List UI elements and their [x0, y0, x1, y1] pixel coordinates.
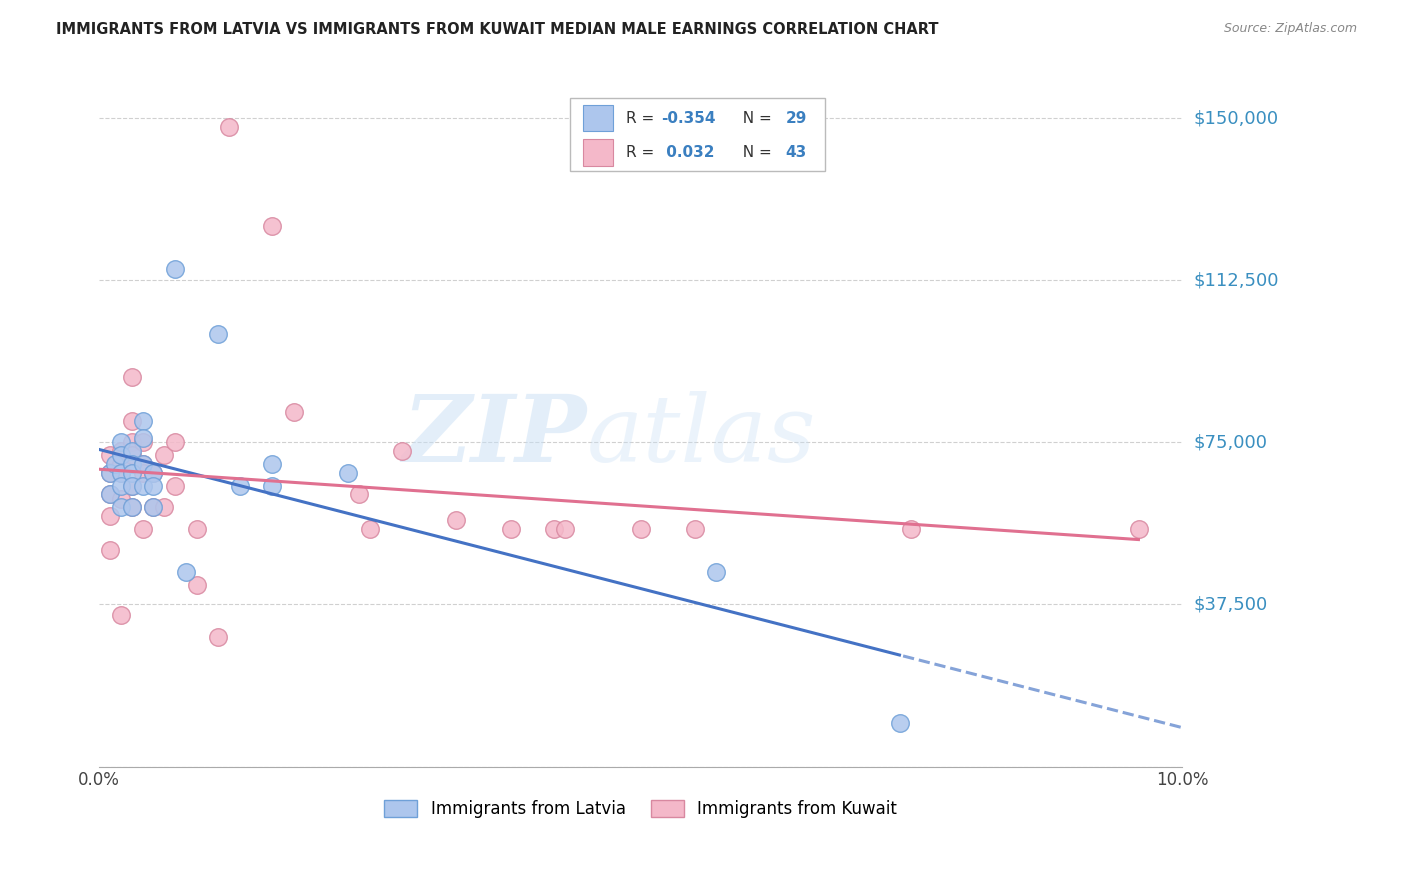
Point	[142, 500, 165, 515]
Point	[121, 448, 143, 462]
Point	[131, 414, 153, 428]
Text: N =: N =	[733, 111, 776, 126]
Point	[131, 457, 153, 471]
Point	[110, 457, 132, 471]
Point	[98, 466, 121, 480]
Point	[262, 457, 284, 471]
Point	[347, 487, 370, 501]
Point	[153, 500, 176, 515]
Point	[121, 444, 143, 458]
Point	[262, 478, 284, 492]
Point	[110, 466, 132, 480]
Text: $150,000: $150,000	[1194, 109, 1278, 127]
Point	[98, 448, 121, 462]
Point	[98, 508, 121, 523]
Point	[142, 466, 165, 480]
Point	[630, 522, 652, 536]
Point	[110, 444, 132, 458]
Point	[121, 500, 143, 515]
Text: 29: 29	[786, 111, 807, 126]
FancyBboxPatch shape	[571, 98, 824, 171]
Text: 0.032: 0.032	[661, 145, 714, 161]
Point	[153, 448, 176, 462]
Point	[163, 478, 186, 492]
Point	[131, 522, 153, 536]
Text: $37,500: $37,500	[1194, 596, 1267, 614]
Point	[98, 466, 121, 480]
Point	[121, 478, 143, 492]
Point	[98, 487, 121, 501]
Text: R =: R =	[627, 145, 659, 161]
Point	[110, 448, 132, 462]
Point	[110, 491, 132, 506]
Point	[337, 466, 360, 480]
Text: N =: N =	[733, 145, 776, 161]
Text: ZIP: ZIP	[402, 392, 586, 482]
Point	[186, 578, 208, 592]
Point	[121, 457, 143, 471]
Text: 43: 43	[786, 145, 807, 161]
Text: -0.354: -0.354	[661, 111, 716, 126]
Text: Source: ZipAtlas.com: Source: ZipAtlas.com	[1223, 22, 1357, 36]
Point	[554, 522, 576, 536]
Point	[543, 522, 565, 536]
Point	[131, 478, 153, 492]
Point	[142, 500, 165, 515]
Point	[110, 500, 132, 515]
Point	[131, 457, 153, 471]
Point	[110, 608, 132, 623]
Legend: Immigrants from Latvia, Immigrants from Kuwait: Immigrants from Latvia, Immigrants from …	[377, 794, 904, 825]
Point	[207, 327, 229, 342]
Point	[121, 435, 143, 450]
Point	[229, 478, 252, 492]
Point	[499, 522, 522, 536]
Point	[683, 522, 706, 536]
Text: atlas: atlas	[586, 392, 815, 482]
Point	[1128, 522, 1150, 536]
Point	[174, 565, 197, 579]
Text: IMMIGRANTS FROM LATVIA VS IMMIGRANTS FROM KUWAIT MEDIAN MALE EARNINGS CORRELATIO: IMMIGRANTS FROM LATVIA VS IMMIGRANTS FRO…	[56, 22, 939, 37]
Text: $75,000: $75,000	[1194, 434, 1267, 451]
Point	[218, 120, 240, 134]
Text: R =: R =	[627, 111, 659, 126]
Point	[186, 522, 208, 536]
Point	[131, 466, 153, 480]
FancyBboxPatch shape	[583, 139, 613, 166]
Point	[163, 435, 186, 450]
Point	[262, 219, 284, 234]
FancyBboxPatch shape	[583, 104, 613, 131]
Point	[98, 543, 121, 558]
Text: $112,500: $112,500	[1194, 271, 1278, 289]
Point	[110, 435, 132, 450]
Point	[142, 466, 165, 480]
Point	[110, 478, 132, 492]
Point	[98, 487, 121, 501]
Point	[104, 457, 127, 471]
Point	[704, 565, 727, 579]
Point	[283, 405, 305, 419]
Point	[131, 435, 153, 450]
Point	[121, 414, 143, 428]
Point	[121, 466, 143, 480]
Point	[391, 444, 413, 458]
Point	[889, 716, 911, 731]
Point	[163, 262, 186, 277]
Point	[121, 370, 143, 384]
Point	[446, 513, 468, 527]
Point	[142, 478, 165, 492]
Point	[207, 630, 229, 644]
Point	[359, 522, 381, 536]
Point	[121, 478, 143, 492]
Point	[131, 431, 153, 445]
Point	[900, 522, 922, 536]
Point	[110, 466, 132, 480]
Point	[121, 500, 143, 515]
